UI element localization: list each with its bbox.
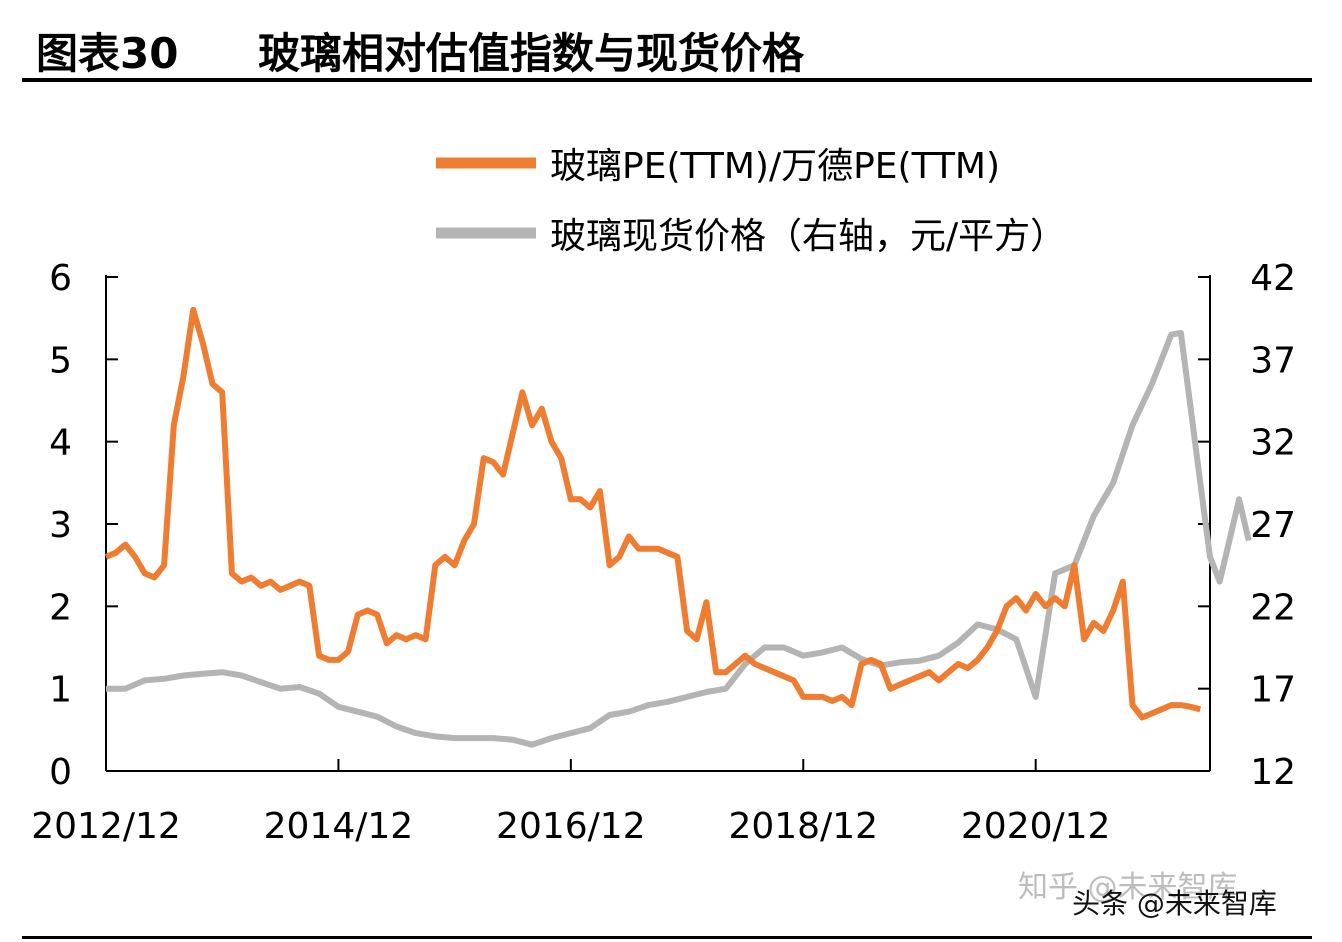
series-line-spot-price [106, 330, 1252, 748]
left-tick-label: 3 [49, 505, 72, 546]
left-tick-label: 1 [49, 670, 72, 711]
figure-title: 玻璃相对估值指数与现货价格 [258, 29, 805, 78]
left-tick-label: 4 [49, 423, 72, 464]
watermark-zhihu: 知乎 @未来智库 [1018, 870, 1238, 905]
series-line-pe-ratio [104, 306, 1202, 721]
bottom-divider [22, 936, 1312, 939]
title-divider [22, 78, 1312, 82]
legend: 玻璃PE(TTM)/万德PE(TTM) 玻璃现货价格（右轴，元/平方） [436, 146, 1066, 257]
right-tick-label: 12 [1250, 752, 1296, 793]
axes [105, 275, 1211, 772]
legend-label-pe: 玻璃PE(TTM)/万德PE(TTM) [550, 146, 1000, 187]
x-axis-ticks: 2012/12 2014/12 2016/12 2018/12 2020/12 [31, 759, 1110, 847]
legend-label-price: 玻璃现货价格（右轴，元/平方） [550, 216, 1066, 257]
left-axis-ticks: 0 1 2 3 4 5 6 [49, 258, 118, 793]
x-tick-label: 2012/12 [31, 806, 181, 847]
x-tick-label: 2020/12 [961, 806, 1111, 847]
left-tick-label: 5 [49, 340, 72, 381]
right-tick-label: 42 [1250, 258, 1296, 299]
right-tick-label: 32 [1250, 423, 1296, 464]
watermark-toutiao: 头条 @未来智库 [1072, 887, 1277, 920]
right-tick-label: 37 [1250, 340, 1296, 381]
right-tick-label: 17 [1250, 670, 1296, 711]
x-tick-label: 2014/12 [264, 806, 414, 847]
figure-number: 图表30 [36, 29, 179, 78]
left-tick-label: 2 [49, 587, 72, 628]
left-tick-label: 6 [49, 258, 72, 299]
right-tick-label: 22 [1250, 587, 1296, 628]
right-tick-label: 27 [1250, 505, 1296, 546]
right-axis-ticks: 12 17 22 27 32 37 42 [1198, 258, 1296, 793]
x-tick-label: 2018/12 [728, 806, 878, 847]
x-tick-label: 2016/12 [496, 806, 646, 847]
figure-header: 图表30 玻璃相对估值指数与现货价格 [36, 16, 1312, 78]
left-tick-label: 0 [49, 752, 72, 793]
